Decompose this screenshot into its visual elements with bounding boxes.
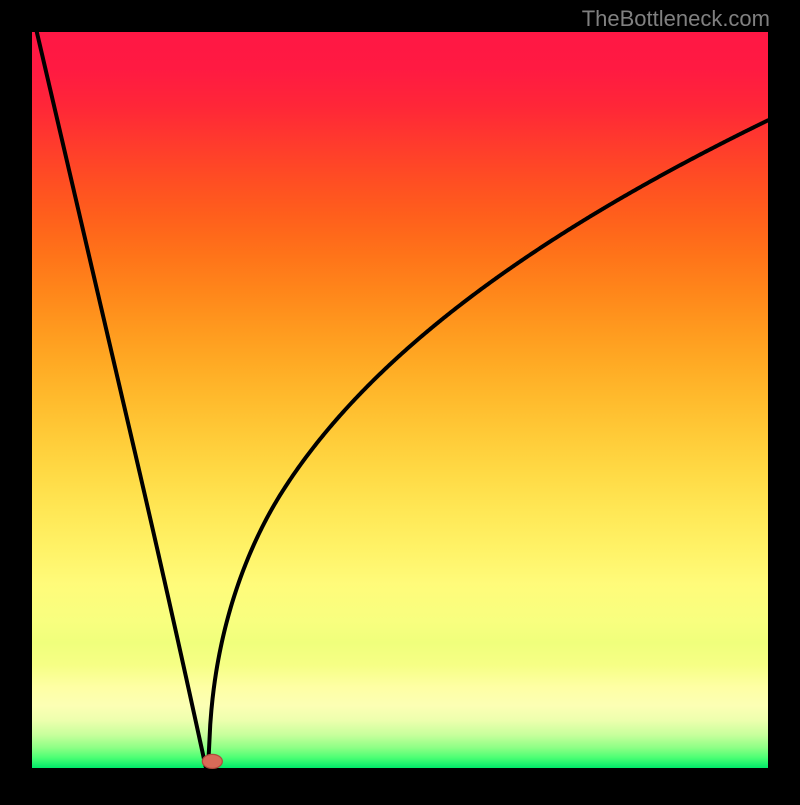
chart-frame: TheBottleneck.com	[0, 0, 800, 800]
watermark-text: TheBottleneck.com	[582, 6, 770, 32]
minimum-marker	[202, 754, 222, 768]
bottleneck-chart-svg	[0, 0, 800, 800]
gradient-background	[32, 32, 768, 768]
